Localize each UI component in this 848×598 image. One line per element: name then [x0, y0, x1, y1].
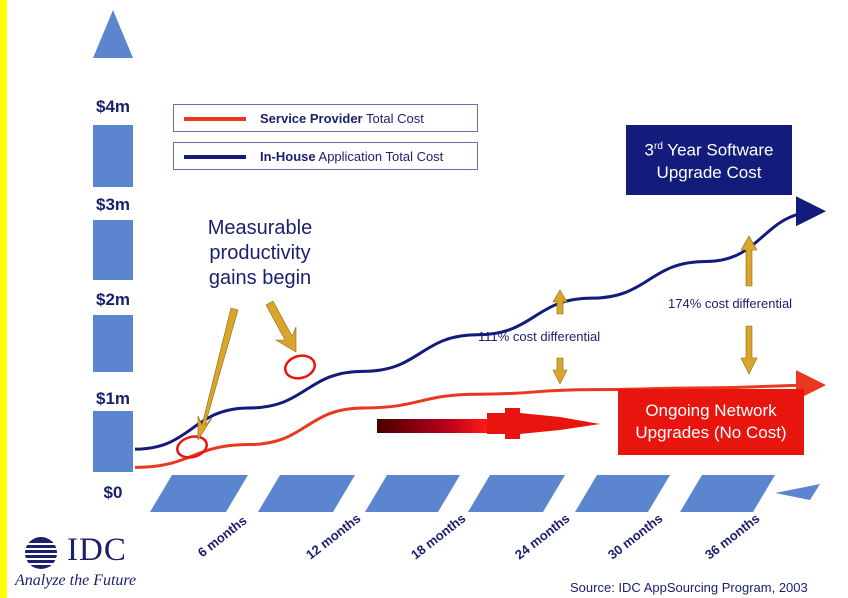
- y-tick-label: $4m: [96, 97, 130, 116]
- x-axis-segment: [680, 475, 775, 512]
- highlight-ellipse: [283, 354, 317, 380]
- x-axis-segment: [365, 475, 460, 512]
- x-tick-label: 30 months: [605, 511, 665, 563]
- x-tick-label: 12 months: [303, 511, 363, 563]
- y-tick-label: $2m: [96, 290, 130, 309]
- legend-label: In-House Application Total Cost: [260, 149, 444, 164]
- left-accent-bar: [0, 0, 7, 598]
- logo-text: IDC: [67, 532, 127, 568]
- y-axis-segment: [93, 315, 133, 372]
- x-axis-segment: [258, 475, 355, 512]
- x-axis-arrowhead: [775, 484, 820, 500]
- network-upgrade-box: Ongoing Network Upgrades (No Cost): [618, 389, 804, 455]
- y-axis-segment: [93, 220, 133, 280]
- y-axis: $0 $1m $2m $3m $4m: [93, 10, 133, 502]
- y-axis-arrowhead: [93, 10, 133, 58]
- x-tick-label: 36 months: [702, 511, 762, 563]
- tagline: Analyze the Future: [15, 572, 137, 589]
- streak-arrowhead: [487, 408, 600, 439]
- differential-arrow-down: [740, 325, 758, 375]
- productivity-callout: Measurable productivity gains begin: [207, 217, 313, 289]
- highlight-ellipse: [176, 435, 208, 459]
- legend: Service Provider Total Cost In-House App…: [173, 104, 478, 170]
- legend-item-in-house: In-House Application Total Cost: [173, 142, 478, 170]
- cost-differential-111: 111% cost differential: [478, 329, 601, 344]
- annotation-graphics: [176, 235, 758, 459]
- legend-swatch-red: [184, 117, 246, 121]
- y-axis-segment: [93, 125, 133, 187]
- legend-label: Service Provider Total Cost: [260, 111, 424, 126]
- y-tick-label: $0: [104, 483, 123, 502]
- streak-bar: [377, 419, 487, 433]
- series-lines: [134, 196, 826, 469]
- legend-item-service-provider: Service Provider Total Cost: [173, 104, 478, 132]
- x-axis-segment: [150, 475, 248, 512]
- y-tick-label: $3m: [96, 195, 130, 214]
- pointer-arrow: [265, 300, 297, 353]
- differential-arrow-up: [552, 289, 568, 315]
- x-axis-segment: [468, 475, 565, 512]
- y-axis-segment: [93, 411, 133, 472]
- pointer-arrow: [197, 307, 239, 442]
- y-tick-label: $1m: [96, 389, 130, 408]
- x-tick-label: 24 months: [512, 511, 572, 563]
- x-axis: 6 months 12 months 18 months 24 months 30 mo…: [150, 475, 820, 562]
- globe-icon: [23, 537, 59, 569]
- legend-swatch-navy: [184, 155, 246, 159]
- x-tick-label: 6 months: [195, 513, 250, 560]
- differential-arrow-down: [552, 357, 568, 385]
- cost-differential-174: 174% cost differential: [668, 296, 793, 311]
- source-note: Source: IDC AppSourcing Program, 2003: [570, 580, 808, 595]
- upgrade-cost-box: 3rd Year Software Upgrade Cost: [626, 125, 792, 195]
- x-axis-segment: [575, 475, 670, 512]
- x-tick-label: 18 months: [408, 511, 468, 563]
- differential-arrow-up: [740, 235, 758, 287]
